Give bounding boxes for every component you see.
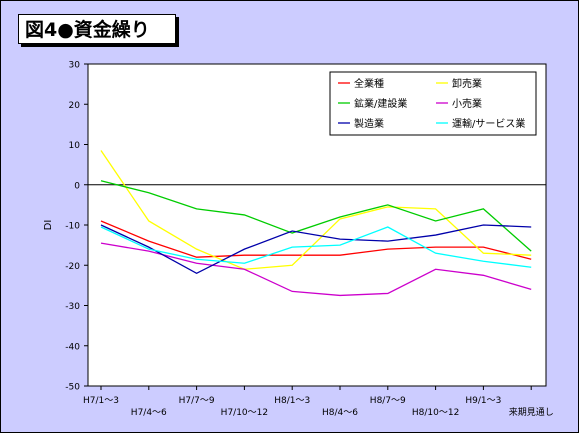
y-tick-label: 0 — [74, 181, 80, 191]
y-axis-label: DI — [43, 220, 54, 231]
legend-label: 製造業 — [354, 117, 384, 130]
series-line — [100, 242, 532, 297]
x-tick-label: H8/4～6 — [322, 408, 358, 418]
x-tick-label: H9/1～3 — [465, 396, 501, 406]
series-line — [100, 180, 532, 252]
series-line — [100, 150, 532, 270]
series-line — [100, 226, 532, 268]
y-tick-label: -50 — [65, 383, 80, 393]
x-tick-label: H8/7～9 — [370, 396, 406, 406]
y-tick-label: 20 — [69, 101, 81, 111]
y-tick-label: -20 — [65, 262, 80, 272]
legend-label: 全業種 — [354, 77, 384, 90]
legend-label: 卸売業 — [452, 77, 482, 90]
x-tick-label: H8/10～12 — [412, 408, 459, 418]
y-tick-label: 30 — [69, 61, 81, 71]
x-tick-label: H7/10～12 — [221, 408, 268, 418]
legend-label: 小売業 — [452, 97, 482, 110]
x-tick-label: 来期見通し — [509, 407, 554, 418]
legend-box — [329, 71, 537, 136]
x-tick-label: H7/1～3 — [83, 396, 119, 406]
x-tick-label: H8/1～3 — [274, 396, 310, 406]
series-line — [100, 220, 532, 260]
legend-label: 鉱業/建設業 — [354, 97, 407, 110]
y-tick-label: -30 — [65, 302, 80, 312]
y-tick-label: 10 — [69, 141, 81, 151]
series-line — [100, 224, 532, 275]
y-tick-label: -40 — [65, 342, 80, 352]
legend-label: 運輸/サービス業 — [452, 117, 525, 130]
x-tick-label: H7/7～9 — [179, 396, 215, 406]
y-tick-label: -10 — [65, 222, 80, 232]
x-tick-label: H7/4～6 — [131, 408, 167, 418]
chart-title: 図4●資金繰り — [18, 14, 176, 44]
